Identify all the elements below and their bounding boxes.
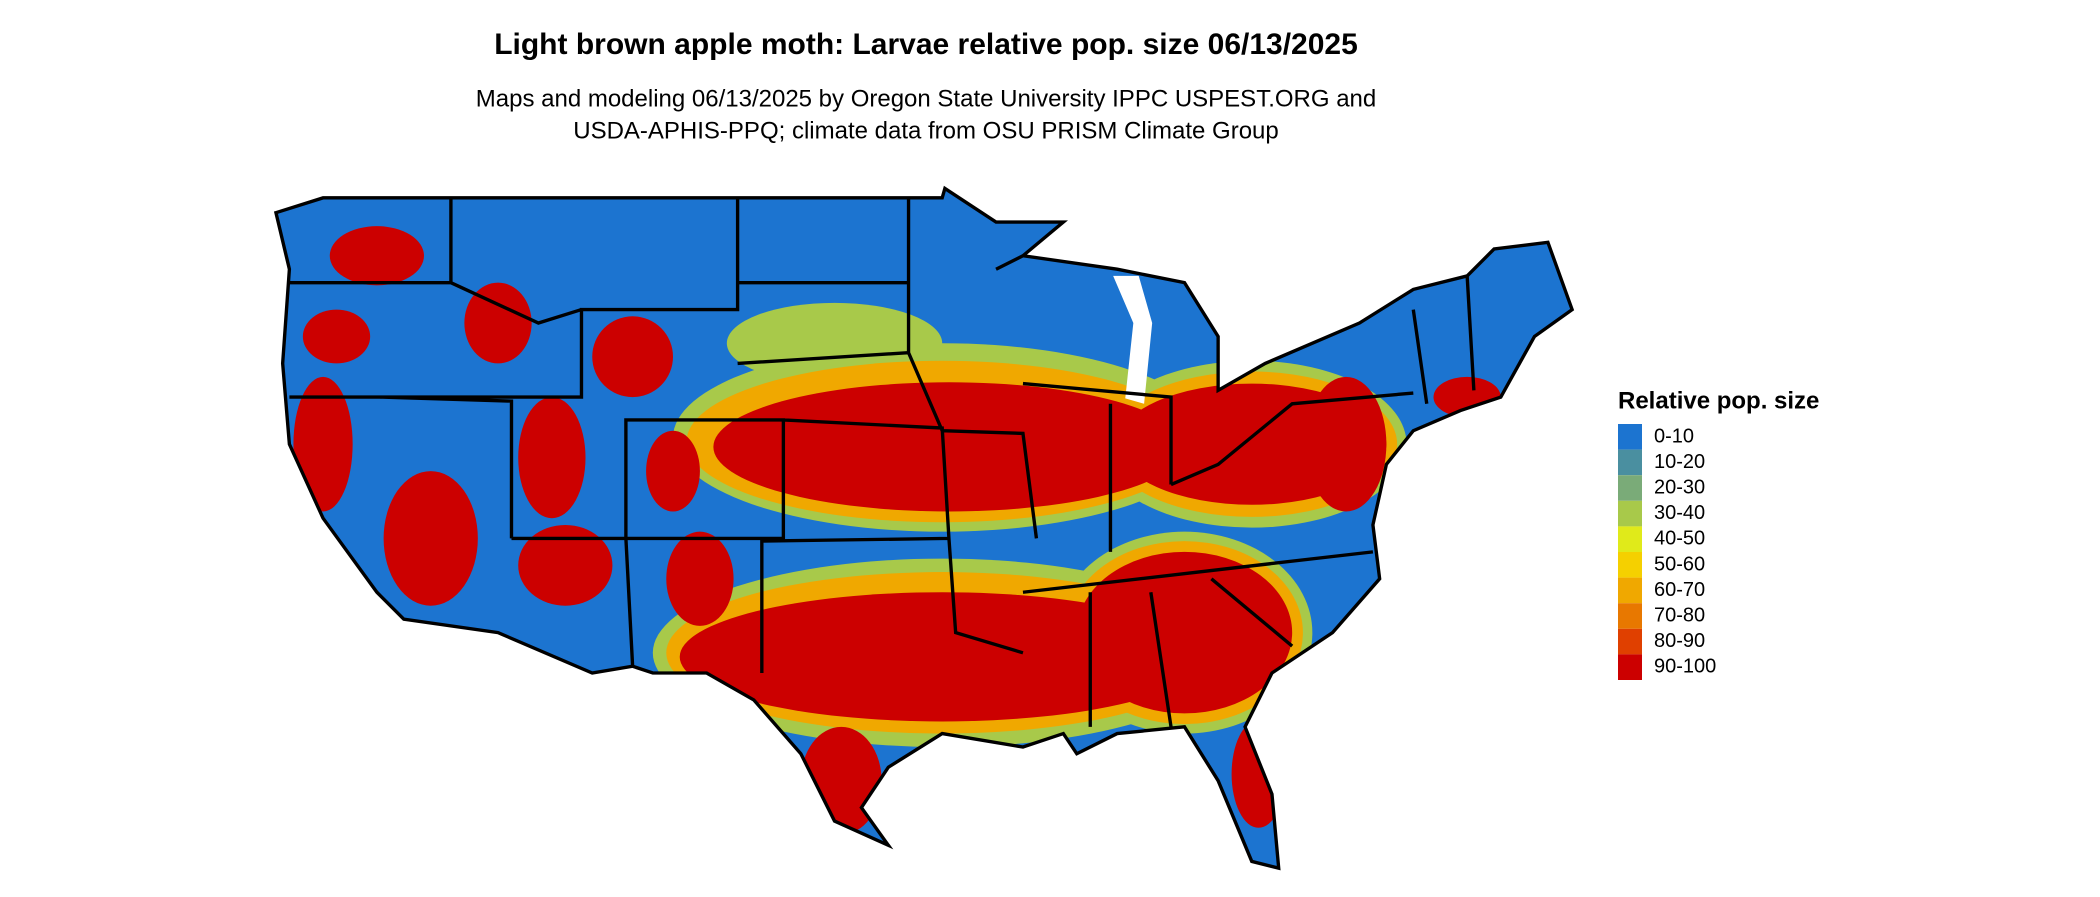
- legend-swatch: [1618, 475, 1642, 501]
- legend-label: 60-70: [1654, 579, 1705, 601]
- legend-label: 80-90: [1654, 630, 1705, 652]
- legend-swatch: [1618, 500, 1642, 527]
- legend-swatch: [1618, 628, 1642, 655]
- legend-swatch: [1618, 577, 1642, 604]
- legend-swatch: [1618, 449, 1642, 476]
- legend-label: 10-20: [1654, 451, 1705, 473]
- legend-label: 0-10: [1654, 425, 1694, 447]
- state-borders: [274, 186, 1574, 870]
- legend-swatch: [1618, 552, 1642, 578]
- legend-label: 90-100: [1654, 656, 1716, 678]
- map: [274, 186, 1574, 870]
- subtitle: Maps and modeling 06/13/2025 by Oregon S…: [476, 85, 1376, 112]
- legend-label: 50-60: [1654, 553, 1705, 575]
- legend-title: Relative pop. size: [1618, 387, 1819, 414]
- subtitle: USDA-APHIS-PPQ; climate data from OSU PR…: [573, 117, 1279, 144]
- legend-label: 30-40: [1654, 502, 1705, 524]
- title: Light brown apple moth: Larvae relative …: [494, 28, 1358, 61]
- legend-swatch: [1618, 654, 1642, 680]
- lake: [1113, 275, 1153, 404]
- hot-area: [293, 226, 1501, 835]
- legend-label: 20-30: [1654, 476, 1705, 498]
- legend-label: 40-50: [1654, 528, 1705, 550]
- legend-label: 70-80: [1654, 604, 1705, 626]
- legend-swatch: [1618, 603, 1642, 629]
- legend-swatch: [1618, 424, 1642, 450]
- map-fill: [275, 188, 1573, 869]
- legend: 0-10 10-20 20-30 30-40 40-50 50-60 60-70 70-80 8…: [1618, 424, 1716, 680]
- legend-swatch: [1618, 526, 1642, 552]
